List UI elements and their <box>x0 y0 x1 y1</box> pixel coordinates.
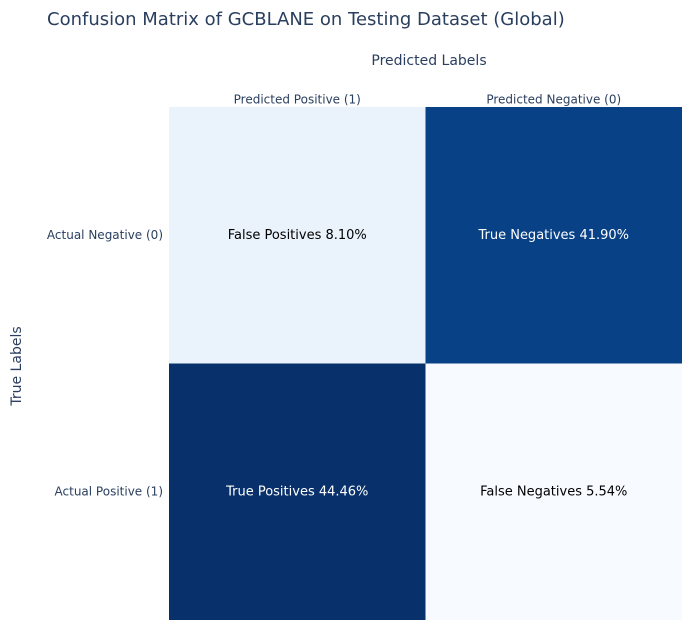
heatmap-cell <box>169 363 426 620</box>
y-axis-title: True Labels <box>9 326 25 406</box>
chart-title: Confusion Matrix of GCBLANE on Testing D… <box>47 9 565 30</box>
heatmap-cell <box>169 107 426 364</box>
cell-label: True Negatives 41.90% <box>477 228 629 243</box>
heatmap-cell <box>425 363 682 620</box>
cell-label: False Negatives 5.54% <box>480 484 627 499</box>
y-tick-label: Actual Positive (1) <box>55 484 163 498</box>
x-tick-label: Predicted Negative (0) <box>486 93 621 107</box>
y-tick-label: Actual Negative (0) <box>47 228 163 242</box>
cell-label: True Positives 44.46% <box>225 484 368 499</box>
cell-label: False Positives 8.10% <box>228 228 367 243</box>
x-tick-label: Predicted Positive (1) <box>234 93 361 107</box>
heatmap-cell <box>425 107 682 364</box>
x-axis-title: Predicted Labels <box>371 53 486 69</box>
